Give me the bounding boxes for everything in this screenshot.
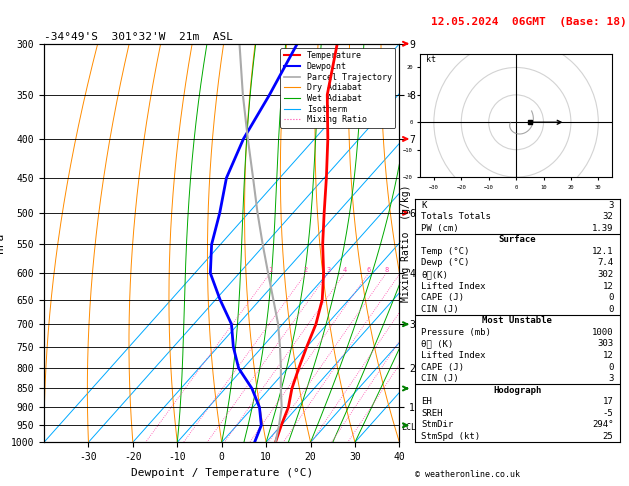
Text: Mixing Ratio  (g/kg): Mixing Ratio (g/kg): [401, 184, 411, 302]
Text: Lifted Index: Lifted Index: [421, 351, 486, 360]
Text: -34°49'S  301°32'W  21m  ASL: -34°49'S 301°32'W 21m ASL: [44, 32, 233, 42]
Text: 1.39: 1.39: [592, 224, 613, 233]
Text: Temp (°C): Temp (°C): [421, 247, 470, 256]
Text: EH: EH: [421, 397, 432, 406]
Text: 2: 2: [304, 267, 308, 273]
Text: θᴇ (K): θᴇ (K): [421, 339, 454, 348]
Text: 32: 32: [603, 212, 613, 221]
Text: 12: 12: [603, 351, 613, 360]
Y-axis label: hPa: hPa: [0, 233, 5, 253]
Text: PW (cm): PW (cm): [421, 224, 459, 233]
Text: CIN (J): CIN (J): [421, 305, 459, 313]
Text: © weatheronline.co.uk: © weatheronline.co.uk: [415, 469, 520, 479]
Text: Lifted Index: Lifted Index: [421, 281, 486, 291]
Text: CAPE (J): CAPE (J): [421, 293, 464, 302]
Text: 8: 8: [384, 267, 388, 273]
Text: 303: 303: [598, 339, 613, 348]
Text: StmDir: StmDir: [421, 420, 454, 430]
Text: 3: 3: [608, 201, 613, 209]
Text: 294°: 294°: [592, 420, 613, 430]
Text: Hodograph: Hodograph: [493, 386, 542, 395]
Text: StmSpd (kt): StmSpd (kt): [421, 432, 481, 441]
Text: Most Unstable: Most Unstable: [482, 316, 552, 325]
Text: CIN (J): CIN (J): [421, 374, 459, 383]
Text: 0: 0: [608, 305, 613, 313]
Text: Surface: Surface: [499, 235, 536, 244]
Text: Totals Totals: Totals Totals: [421, 212, 491, 221]
X-axis label: Dewpoint / Temperature (°C): Dewpoint / Temperature (°C): [131, 468, 313, 478]
Text: 12.05.2024  06GMT  (Base: 18): 12.05.2024 06GMT (Base: 18): [431, 17, 626, 27]
Text: 12.1: 12.1: [592, 247, 613, 256]
Text: 4: 4: [343, 267, 347, 273]
Text: 302: 302: [598, 270, 613, 279]
Text: CAPE (J): CAPE (J): [421, 363, 464, 371]
Text: Pressure (mb): Pressure (mb): [421, 328, 491, 337]
Text: K: K: [421, 201, 426, 209]
Legend: Temperature, Dewpoint, Parcel Trajectory, Dry Adiabat, Wet Adiabat, Isotherm, Mi: Temperature, Dewpoint, Parcel Trajectory…: [281, 48, 395, 127]
Text: 0: 0: [608, 293, 613, 302]
Y-axis label: km
ASL: km ASL: [418, 234, 440, 252]
Text: 3: 3: [608, 374, 613, 383]
Text: LCL: LCL: [401, 422, 416, 432]
Text: SREH: SREH: [421, 409, 443, 418]
Text: 12: 12: [603, 281, 613, 291]
Text: Dewp (°C): Dewp (°C): [421, 259, 470, 267]
Text: kt: kt: [426, 55, 436, 64]
Text: 25: 25: [603, 432, 613, 441]
Text: 7.4: 7.4: [598, 259, 613, 267]
Text: 6: 6: [367, 267, 370, 273]
Text: 3: 3: [326, 267, 330, 273]
Text: θᴇ(K): θᴇ(K): [421, 270, 448, 279]
Text: -5: -5: [603, 409, 613, 418]
Text: 1000: 1000: [592, 328, 613, 337]
Text: 0: 0: [608, 363, 613, 371]
Text: 1: 1: [268, 267, 272, 273]
Text: 17: 17: [603, 397, 613, 406]
